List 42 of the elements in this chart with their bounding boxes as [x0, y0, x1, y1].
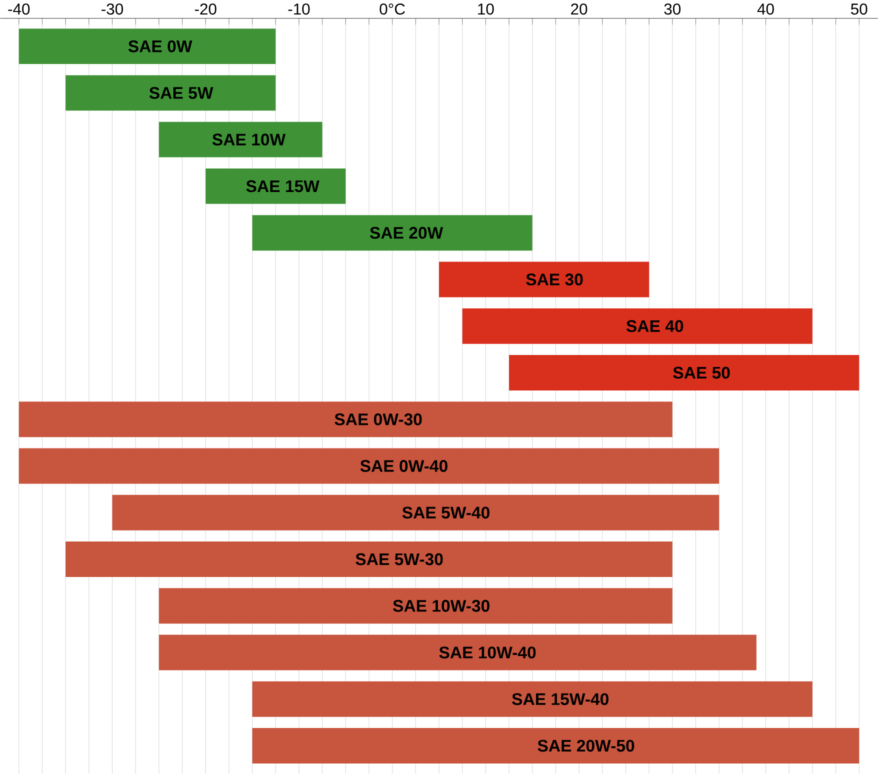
bar: [158, 634, 756, 670]
y-tick-label: SAE 15W-40: [512, 693, 608, 706]
bar: [158, 122, 322, 158]
x-tick-label: 0°C: [380, 4, 405, 15]
bar: [18, 28, 276, 64]
x-tick-label: 40: [757, 4, 774, 15]
y-tick-label: SAE 10W-30: [392, 600, 490, 612]
bar: [462, 308, 812, 344]
x-tick-label: -10: [288, 4, 310, 15]
y-tick-label: SAE 20W: [370, 226, 444, 239]
y-tick-label: SAE 30: [526, 274, 583, 286]
bar: [252, 728, 860, 764]
bar: [252, 215, 532, 251]
y-tick-label: SAE 5W-30: [356, 553, 443, 566]
y-tick-label: SAE 0W-30: [334, 413, 422, 426]
bar: [18, 448, 720, 484]
y-tick-label: SAE 5W: [149, 87, 214, 99]
bar: [252, 681, 812, 717]
x-tick-label: -30: [102, 4, 123, 15]
y-tick-label: SAE 0W: [128, 40, 192, 52]
y-tick-label: SAE 10W: [212, 134, 286, 146]
bar: [158, 588, 672, 624]
bar: [439, 262, 650, 298]
y-tick-label: SAE 40: [626, 320, 684, 332]
x-tick-label: -40: [8, 4, 30, 15]
bar: [112, 494, 720, 530]
bar: [66, 542, 672, 577]
bar: [66, 75, 276, 111]
y-tick-label: SAE 5W-40: [402, 506, 490, 519]
y-tick-label: SAE 20W-50: [538, 740, 634, 752]
x-tick-label: -20: [194, 4, 216, 15]
bar: [509, 355, 860, 390]
x-tick-label: 30: [664, 4, 681, 15]
bar: [18, 402, 672, 438]
bar: [206, 168, 346, 204]
y-tick-label: SAE 50: [673, 366, 730, 379]
y-tick-label: SAE 15W: [246, 180, 320, 192]
x-tick-label: 20: [571, 4, 588, 15]
x-tick-label: 50: [850, 4, 868, 15]
y-tick-label: SAE 10W-40: [439, 646, 536, 658]
x-tick-label: 10: [478, 4, 494, 15]
y-tick-label: SAE 0W-40: [360, 460, 448, 472]
